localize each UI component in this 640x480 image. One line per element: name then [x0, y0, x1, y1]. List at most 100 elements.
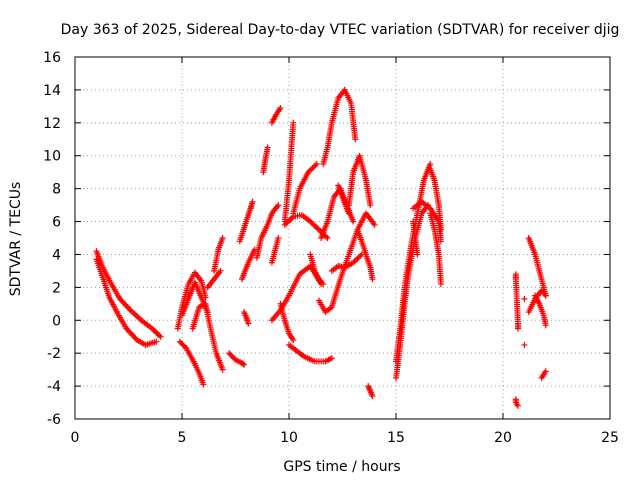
y-tick-label: 2 — [52, 280, 61, 296]
series-track-09 — [226, 350, 248, 368]
y-tick-labels: -6 -4 -2 0 2 4 6 8 10 12 14 16 — [43, 50, 61, 428]
data-point-marker — [310, 221, 317, 228]
series-track-12 — [238, 246, 258, 283]
series-track-20 — [286, 341, 335, 365]
series-track-33 — [393, 160, 434, 365]
series-track-39 — [512, 396, 521, 409]
series-track-31 — [365, 383, 376, 399]
data-point-marker — [245, 320, 252, 327]
data-point-marker — [324, 235, 331, 241]
data-point-marker — [357, 252, 364, 259]
data-point-marker — [514, 325, 521, 332]
y-tick-label: 12 — [43, 116, 61, 132]
series-track-25 — [315, 210, 378, 316]
y-tick-label: 8 — [52, 182, 61, 198]
data-point-marker — [521, 341, 528, 348]
data-point-marker — [275, 235, 282, 241]
data-point-marker — [290, 119, 297, 126]
data-point-marker — [355, 254, 362, 261]
series-track-18 — [268, 235, 282, 266]
data-point-marker — [542, 292, 549, 299]
series-track-21 — [290, 160, 320, 217]
data-point-marker — [200, 381, 207, 388]
data-point-marker — [308, 166, 315, 173]
data-point-marker — [217, 267, 224, 274]
series-track-36 — [427, 210, 444, 288]
grid — [75, 57, 610, 419]
data-point-marker — [315, 226, 322, 233]
x-tick-label: 5 — [178, 430, 187, 446]
y-tick-label: 16 — [43, 50, 61, 66]
data-point-marker — [314, 225, 321, 232]
data-point-marker — [371, 221, 378, 228]
data-point-marker — [352, 136, 359, 143]
series-track-08 — [204, 267, 224, 291]
data-point-marker — [219, 235, 226, 241]
data-point-marker — [369, 392, 376, 399]
y-axis-title: SDTVAR / TECUs — [8, 182, 24, 297]
series-track-30 — [354, 226, 376, 283]
y-tick-label: 0 — [52, 313, 61, 329]
y-tick-label: 14 — [43, 83, 61, 99]
x-axis-title: GPS time / hours — [283, 459, 400, 475]
y-tick-label: 10 — [43, 149, 61, 165]
series-track-02 — [93, 256, 160, 348]
data-point-marker — [153, 338, 160, 345]
series-track-38 — [512, 271, 521, 332]
data-point-marker — [157, 333, 164, 340]
data-point-marker — [313, 224, 320, 231]
data-point-marker — [350, 218, 357, 225]
y-tick-label: -6 — [47, 412, 61, 428]
y-tick-label: -2 — [47, 346, 61, 362]
series-track-16 — [281, 119, 297, 225]
series-track-23 — [307, 251, 327, 288]
axis-ticks — [74, 56, 611, 420]
data-point-marker — [153, 329, 160, 336]
data-point-marker — [542, 368, 549, 375]
data-point-marker — [287, 216, 294, 223]
series-track-14 — [260, 144, 271, 176]
series-track-28 — [328, 251, 365, 274]
series-track-40 — [521, 341, 528, 348]
series-track-35 — [410, 198, 444, 245]
series-track-15 — [268, 105, 284, 126]
data-point-marker — [239, 360, 246, 367]
data-point-marker — [219, 366, 226, 373]
y-tick-label: 6 — [52, 215, 61, 231]
series-track-11 — [236, 198, 256, 245]
data-point-marker — [275, 202, 282, 209]
x-tick-labels: 0 5 10 15 20 25 — [71, 430, 619, 446]
series-track-07 — [211, 235, 226, 274]
data-point-marker — [312, 162, 319, 169]
data-point-marker — [320, 281, 327, 288]
data-point-marker — [286, 217, 292, 224]
data-point-marker — [367, 202, 374, 209]
series-track-44 — [532, 292, 549, 329]
data-point-marker — [290, 337, 297, 344]
series-track-29 — [345, 152, 374, 209]
data-point-marker — [181, 343, 188, 350]
plot-frame — [74, 56, 611, 420]
series-track-34 — [427, 165, 444, 233]
series-track-32 — [393, 202, 432, 381]
data-point-marker — [369, 276, 376, 283]
x-tick-label: 10 — [280, 430, 298, 446]
data-point-marker — [241, 361, 248, 368]
chart-title: Day 363 of 2025, Sidereal Day-to-day VTE… — [61, 22, 620, 38]
data-point-marker — [313, 160, 320, 167]
data-point-marker — [437, 238, 444, 245]
data-point-marker — [521, 295, 528, 302]
data-point-marker — [354, 255, 361, 262]
series-track-10 — [241, 309, 252, 327]
x-tick-label: 0 — [71, 430, 80, 446]
y-tick-label: 4 — [52, 247, 61, 263]
data-points — [93, 86, 549, 409]
series-track-42 — [525, 235, 549, 299]
x-tick-label: 15 — [387, 430, 405, 446]
y-tick-label: -4 — [47, 379, 61, 395]
series-track-24 — [320, 86, 359, 167]
data-point-marker — [414, 251, 421, 258]
data-point-marker — [154, 330, 161, 337]
data-point-marker — [310, 163, 317, 170]
